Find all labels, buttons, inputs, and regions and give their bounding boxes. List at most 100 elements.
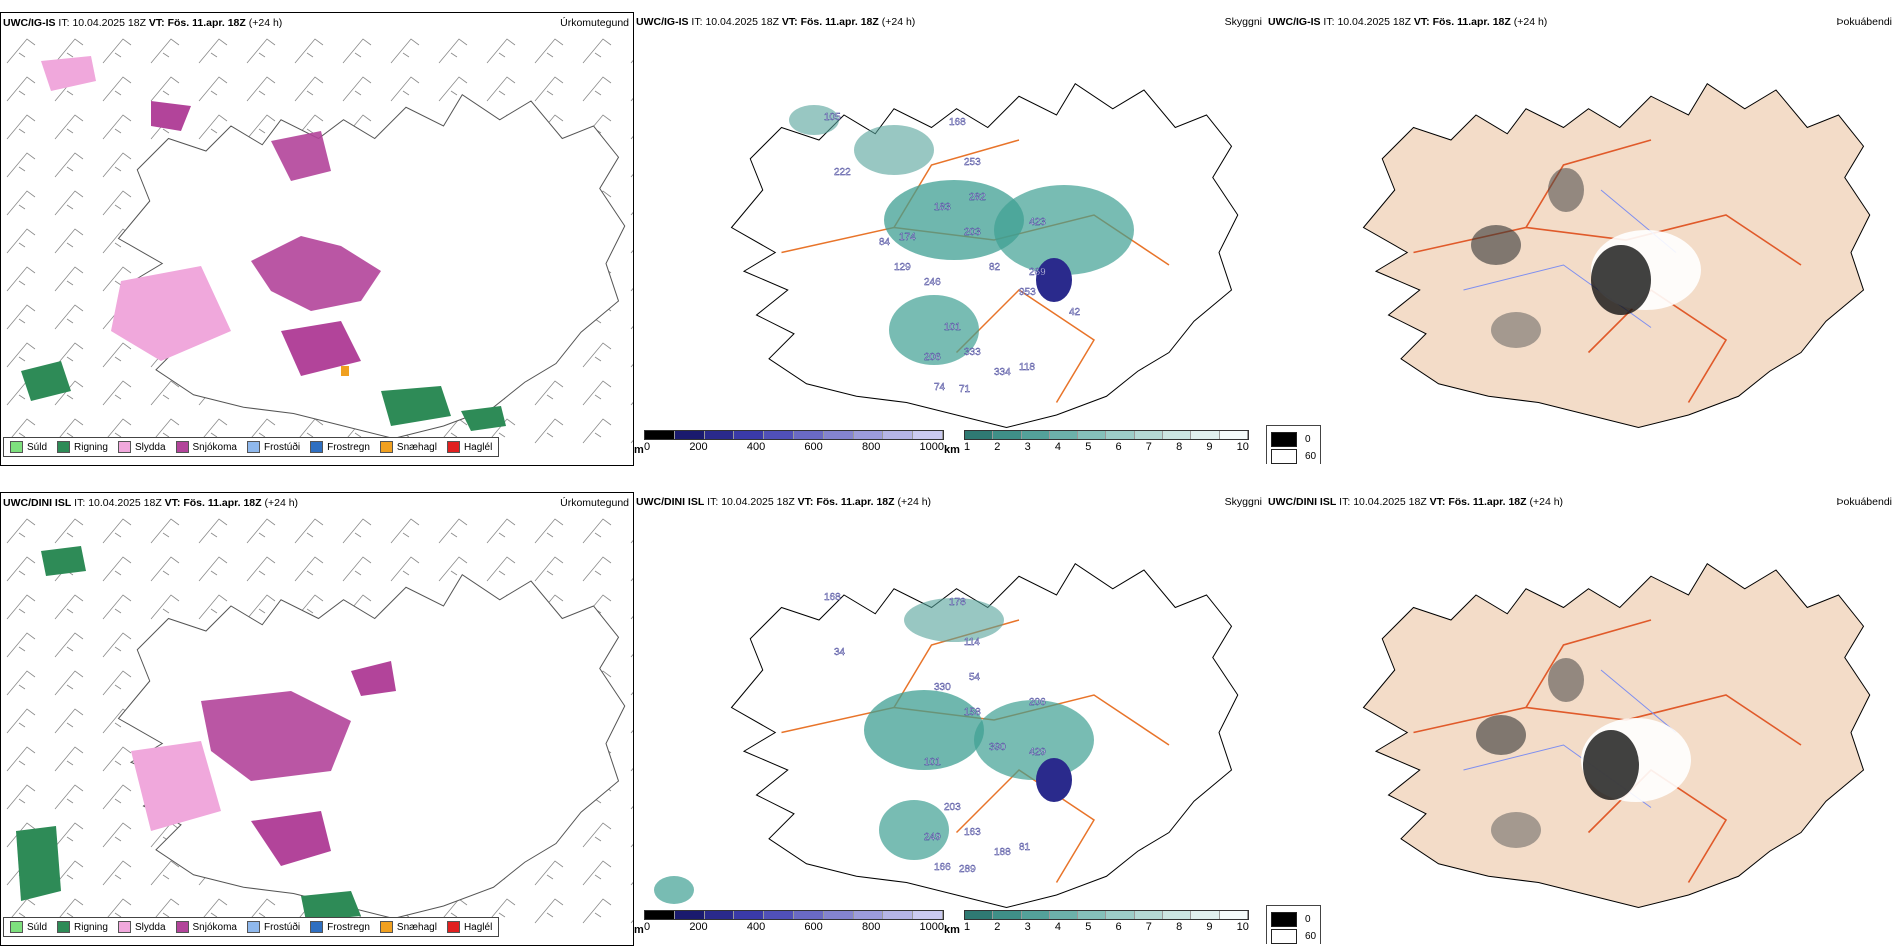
colorbar-cell [823,431,854,439]
cloud-base-value-label: 34 [834,647,846,658]
legend-item: Slydda [117,921,166,933]
cloud-base-value-label: 246 [924,277,941,288]
cloud-base-value-label: 206 [924,352,941,363]
cloud-base-value-label: 183 [934,202,951,213]
cloud-base-value-label: 118 [1019,362,1035,373]
colorbar-cell [793,431,824,439]
colorbar-cells [964,910,1249,920]
colorbar-cell [1106,911,1135,919]
legend-swatch [310,921,324,933]
sleet-area [131,741,221,831]
legend-swatch [57,441,71,453]
cloud-base-value-label: 249 [924,832,941,843]
snow-area [151,101,191,131]
colorbar-cell [1219,911,1248,919]
cloud-base-value-label: 203 [944,802,961,813]
legend-swatch [246,441,260,453]
legend-swatch [175,921,189,933]
colorbar-ticks: 1 2 3 4 5 6 7 8 9 10 [964,921,1249,933]
colorbar-cell [1106,431,1135,439]
cloud-base-value-label: 330 [934,682,951,693]
colorbar-cell [1163,911,1192,919]
panel-title: Úrkomutegund [560,17,629,29]
cloud-base-value-label: 333 [964,347,981,358]
fog-legend-swatch [1271,432,1297,447]
colorbar-cell [1078,911,1107,919]
cloud-base-value-label: 203 [964,227,981,238]
legend-swatch [117,921,131,933]
colorbar-cell [1134,431,1164,439]
colorbar-cell [1191,431,1220,439]
legend-swatch [117,441,131,453]
colorbar-cell [853,911,884,919]
rain-area [21,361,71,401]
cloud-base-value-label: 114 [964,637,980,648]
rain-area [381,386,451,426]
legend-swatch [246,921,260,933]
colorbar-cell [1049,911,1079,919]
fog-blobs [1471,168,1701,348]
legend-swatch [57,921,71,933]
snow-area [281,321,361,376]
colorbar-cell [704,911,735,919]
rain-area [16,826,61,901]
cloud-base-colorbar: 0 200 400 600 800 1000 [644,910,944,933]
colorbar-cells [964,430,1249,440]
colorbar-cell [734,431,765,439]
snow-area [251,236,381,311]
cloud-visibility-map: 330 158 390 101 203 163 249 166 289 188 81 168 178 54… [654,563,1239,909]
cloud-base-value-label: 289 [959,864,976,875]
cloud-base-value-label: 81 [1019,842,1031,853]
fog-legend-swatch [1271,929,1297,944]
cloud-base-value-label: 54 [969,672,981,683]
cloud-base-value-label: 423 [1029,217,1046,228]
cloud-base-value-label: 163 [964,827,981,838]
colorbar-cells [644,910,944,920]
panel-header: UWC/IG-IS IT: 10.04.2025 18Z VT: Fös. 11… [636,16,916,28]
panel-title: Úrkomutegund [560,497,629,509]
colorbar-ticks: 1 2 3 4 5 6 7 8 9 10 [964,441,1249,453]
fog-map [1362,563,1871,909]
cloud-base-value-label: 188 [994,847,1011,858]
colorbar-cell [734,911,765,919]
precip-blobs [16,546,396,921]
fog-legend: 0 60 [1266,425,1322,464]
cloud-base-value-label: 174 [899,232,916,243]
legend-item: Súld [10,441,47,453]
panel-header: UWC/DINI ISL IT: 10.04.2025 18Z VT: Fös.… [636,496,932,508]
colorbar-cell [913,431,943,439]
precip-type-legend: Súld Rigning Slydda Snjókoma Frostúði Fr… [3,917,500,937]
colorbar-cell [764,431,794,439]
visibility-colorbar: 1 2 3 4 5 6 7 8 9 10 [964,910,1249,933]
fog-legend-swatch [1271,449,1297,464]
panel-header: UWC/IG-IS IT: 10.04.2025 18Z VT: Fös. 11… [1268,16,1548,28]
cloud-base-value-label: 168 [824,592,841,603]
colorbar-cell [1219,431,1248,439]
precip-type-map [1,31,633,451]
colorbar-cell [674,431,705,439]
legend-swatch [446,921,460,933]
cloud-base-value-label: 84 [879,237,891,248]
rain-area [301,891,361,921]
visibility-colorbar: 1 2 3 4 5 6 7 8 9 10 [964,430,1249,453]
legend-item: Snjókoma [175,441,237,453]
panel-header: UWC/DINI ISL IT: 10.04.2025 18Z VT: Fös.… [3,497,299,509]
colorbar-cell [965,911,994,919]
legend-swatch [10,921,23,933]
snow-area [251,811,331,866]
fog-panel-row1: UWC/IG-IS IT: 10.04.2025 18Z VT: Fös. 11… [1266,12,1900,464]
cloud-base-colorbar: 0 200 400 600 800 1000 [644,430,944,453]
legend-item: Slydda [117,441,166,453]
cloud-base-value-label: 42 [1069,307,1081,318]
cloud-visibility-map: 183 203 82 246 101 333 206 74 71 334 118 105 168 282 2… [730,83,1239,429]
legend-item: Súld [10,921,47,933]
legend-item: Snjókoma [175,921,237,933]
colorbar-cell [674,911,705,919]
precip-type-legend: Súld Rigning Slydda Snjókoma Frostúði Fr… [3,437,500,457]
cloud-base-value-label: 82 [989,262,1001,273]
cloud-visibility-panel-row2: UWC/DINI ISL IT: 10.04.2025 18Z VT: Fös.… [634,492,1264,944]
fog-panel-row2: UWC/DINI ISL IT: 10.04.2025 18Z VT: Fös.… [1266,492,1900,944]
colorbar-cell [853,431,884,439]
legend-swatch [175,441,189,453]
colorbar-cells [644,430,944,440]
